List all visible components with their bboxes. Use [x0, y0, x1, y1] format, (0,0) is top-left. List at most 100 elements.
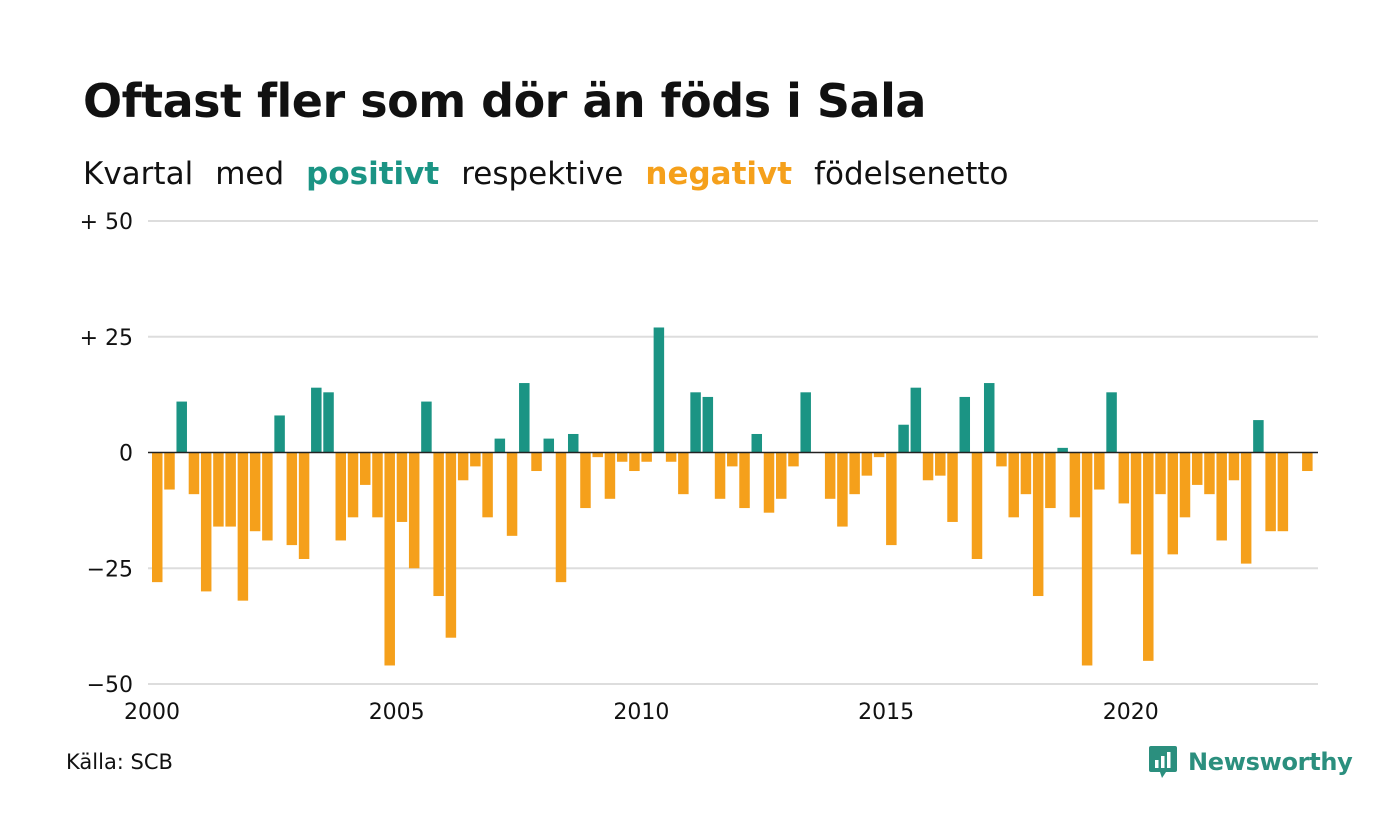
newsworthy-logo-text: Newsworthy: [1188, 748, 1353, 776]
bar: [372, 452, 383, 518]
bar: [959, 396, 971, 453]
bar: [188, 452, 200, 495]
bar: [298, 452, 310, 559]
subtitle-part-med: med: [215, 156, 285, 192]
bar: [690, 392, 701, 453]
bar: [445, 452, 457, 638]
bar: [408, 452, 420, 569]
bar: [1179, 452, 1191, 518]
bar: [1191, 452, 1203, 485]
x-tick-label: 2000: [124, 700, 180, 725]
bar: [482, 452, 493, 518]
bar: [1265, 452, 1276, 532]
bar: [788, 452, 799, 467]
bar: [360, 452, 371, 485]
bar: [1020, 452, 1032, 495]
bar: [567, 433, 579, 453]
grid-lines: [148, 220, 1318, 685]
bar: [678, 452, 689, 495]
bar: [996, 452, 1007, 467]
bars: [152, 327, 1313, 666]
source-label: Källa: SCB: [66, 750, 173, 774]
bar: [800, 392, 811, 453]
bar: [152, 452, 163, 583]
bar: [837, 452, 848, 527]
bar: [531, 452, 542, 472]
bar: [470, 452, 481, 467]
bar: [213, 452, 224, 527]
page-title: Oftast fler som dör än föds i Sala: [83, 74, 926, 128]
bar: [629, 452, 640, 472]
bar: [653, 327, 665, 453]
bar: [384, 452, 395, 666]
bar: [604, 452, 616, 499]
bar: [616, 452, 628, 462]
bar: [1228, 452, 1240, 481]
bar: [237, 452, 249, 601]
bar: [1032, 452, 1044, 597]
bar: [433, 452, 444, 597]
bar: [641, 452, 652, 462]
bar: [1008, 452, 1019, 518]
bar: [519, 383, 530, 453]
bar: [225, 452, 236, 527]
bar: [457, 452, 469, 481]
bar: [1045, 452, 1056, 509]
x-tick-label: 2015: [858, 700, 914, 725]
bar: [983, 383, 995, 453]
bar: [323, 392, 334, 453]
subtitle-part-fodelsenetto: födelsenetto: [814, 156, 1009, 192]
bar: [1118, 452, 1130, 504]
bar: [775, 452, 787, 499]
bar: [1081, 452, 1093, 666]
bar: [1130, 452, 1142, 555]
bar: [494, 438, 506, 453]
subtitle-part-respektive: respektive: [461, 156, 624, 192]
bar: [1057, 447, 1068, 453]
bar: [947, 452, 958, 522]
bar: [311, 387, 322, 453]
x-axis-labels: 2000 2005 2010 2015 2020: [124, 700, 1159, 725]
y-axis-labels: + 50 + 25 0 −25 −50: [80, 210, 133, 698]
bar: [849, 452, 860, 495]
bar: [262, 452, 273, 541]
y-tick-label: −25: [87, 557, 133, 582]
subtitle-part-kvartal: Kvartal: [83, 156, 194, 192]
y-tick-label: −50: [87, 673, 133, 698]
bar: [886, 452, 897, 546]
bar: [739, 452, 750, 509]
subtitle-positive-label: positivt: [306, 156, 440, 192]
bar: [1069, 452, 1081, 518]
bar: [898, 424, 909, 453]
bar: [592, 452, 603, 458]
bar: [396, 452, 408, 522]
bar: [347, 452, 359, 518]
bar: [1240, 452, 1252, 564]
bar: [1277, 452, 1289, 532]
bar: [922, 452, 934, 481]
x-tick-label: 2005: [369, 700, 425, 725]
bar: [1216, 452, 1227, 541]
bar: [1302, 452, 1313, 472]
chart-subtitle: Kvartal med positivt respektive negativt föde…: [83, 156, 1031, 192]
bar: [873, 452, 885, 458]
bar: [714, 452, 726, 499]
bar: [1204, 452, 1215, 495]
bar: [580, 452, 591, 509]
bar: [751, 433, 763, 453]
bar: [935, 452, 946, 476]
y-tick-label: + 25: [80, 326, 133, 351]
bar: [910, 387, 922, 453]
subtitle-negative-label: negativt: [645, 156, 793, 192]
bar: [763, 452, 775, 513]
bar: [727, 452, 738, 467]
x-tick-label: 2020: [1103, 700, 1159, 725]
bar: [164, 452, 175, 490]
bar: [824, 452, 836, 499]
bar: [421, 401, 432, 453]
bar: [335, 452, 347, 541]
x-tick-label: 2010: [613, 700, 669, 725]
y-tick-label: 0: [119, 442, 133, 467]
y-tick-label: + 50: [80, 210, 133, 235]
